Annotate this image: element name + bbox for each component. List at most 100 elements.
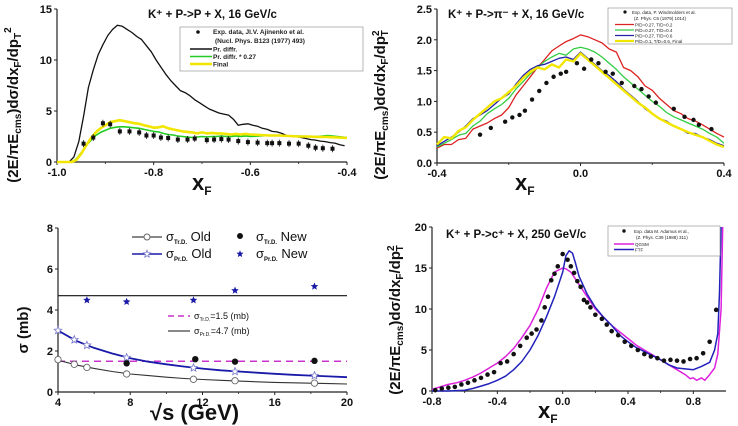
data-point xyxy=(655,355,660,361)
legend-marker-points xyxy=(622,229,626,233)
filled-star-point xyxy=(231,286,239,294)
data-point xyxy=(584,300,590,305)
data-point xyxy=(588,305,593,310)
series-line xyxy=(436,51,725,147)
data-point xyxy=(491,369,497,375)
data-point xyxy=(694,355,699,361)
panel4-x-axis-label: xF xyxy=(538,398,558,426)
open-circle-point xyxy=(70,360,78,368)
legend-label: P/D=0.1, T/D=0.6, Final xyxy=(635,39,682,44)
legend-label: QGSM xyxy=(635,242,649,247)
data-point xyxy=(542,305,547,310)
data-point xyxy=(615,332,621,338)
y-tick-label: 6 xyxy=(47,264,53,276)
legend-label: Exp. data M. Adamus et al., xyxy=(634,229,689,234)
data-point xyxy=(529,97,535,102)
legend-filled-circle xyxy=(237,233,243,239)
legend: Exp. data M. Adamus et al.,(Z. Phys. C39… xyxy=(607,225,721,257)
open-circle-point xyxy=(231,377,239,385)
x-tick-label: 0.0 xyxy=(555,396,570,408)
panel2-y-axis-label: (2E/πEcms)dσ/dxF/dp2T xyxy=(371,30,391,180)
data-point xyxy=(681,359,686,364)
data-point xyxy=(510,115,515,120)
filled-star-point xyxy=(189,296,198,304)
data-point xyxy=(648,354,654,359)
data-point xyxy=(691,117,696,123)
series-line xyxy=(436,34,725,149)
legend-label: Pr. diffr. xyxy=(213,47,237,54)
y-tick-label: 15 xyxy=(415,263,427,275)
data-point xyxy=(581,297,587,303)
data-point xyxy=(687,356,693,362)
open-star-point xyxy=(82,340,92,350)
data-point xyxy=(511,351,516,357)
y-tick-label: 10 xyxy=(415,304,427,316)
x-tick-label: -0.4 xyxy=(338,167,358,179)
open-circle-point xyxy=(122,370,131,378)
x-tick-label: 0.0 xyxy=(573,168,588,180)
data-point xyxy=(548,278,554,283)
legend-open-star xyxy=(142,249,152,258)
legend-label: P/D=0.27, T/D=0.6 xyxy=(635,33,673,38)
open-star-point xyxy=(53,325,63,335)
data-point xyxy=(599,316,605,322)
panel-p-to-cplus: K⁺ + P->c⁺ + X, 250 GeV/c (2E/πEcms)dσ/d… xyxy=(386,222,726,426)
data-point xyxy=(603,69,608,75)
legend-marker-points xyxy=(196,30,200,34)
data-point xyxy=(574,61,580,66)
data-point xyxy=(488,125,494,131)
y-tick-label: 0.0 xyxy=(417,158,432,170)
legend-filled-star xyxy=(236,250,244,258)
data-point xyxy=(709,126,714,132)
data-point xyxy=(537,88,542,94)
x-tick-label: -1.0 xyxy=(48,167,67,179)
data-point xyxy=(682,114,687,120)
data-point xyxy=(653,100,659,105)
data-point xyxy=(713,307,719,313)
data-point xyxy=(628,343,634,349)
data-point xyxy=(558,71,563,76)
data-point xyxy=(635,347,641,353)
filled-circle-point xyxy=(231,358,239,365)
data-point xyxy=(639,86,644,92)
data-point xyxy=(555,264,561,269)
x-tick-label: -0.6 xyxy=(241,167,260,179)
open-circle-point xyxy=(54,355,62,364)
legend-label: Pr. diffr. * 0.27 xyxy=(213,54,256,61)
data-point xyxy=(432,387,438,393)
data-point xyxy=(568,264,574,269)
data-point xyxy=(632,83,637,89)
y-tick-label: 4 xyxy=(47,305,54,317)
y-tick-label: 0 xyxy=(421,386,427,398)
data-point xyxy=(589,57,594,62)
legend-label: σPr.D. New xyxy=(256,246,308,263)
panel1-y-axis-label: (2E/πEcms)dσ/dxF/dpT2 xyxy=(3,27,24,183)
x-tick-label: -0.8 xyxy=(423,396,442,408)
y-tick-label: 20 xyxy=(415,222,427,234)
x-tick-label: 0.8 xyxy=(686,396,701,408)
legend-box xyxy=(607,7,733,45)
panel4-y-axis-label: (2E/πEcms)dσ/dxF/dp2T xyxy=(386,245,406,395)
data-point xyxy=(565,257,570,263)
data-point xyxy=(477,132,483,137)
data-point xyxy=(619,80,624,86)
legend: Exp. data, Jl.V. Ajinenko et al. (Nucl. P… xyxy=(179,26,364,72)
data-point xyxy=(472,378,477,383)
legend-label: P/D=0.27, T/D=0.4 xyxy=(635,28,673,33)
legend-box xyxy=(607,225,721,257)
data-point xyxy=(529,331,534,336)
panel4-title: K⁺ + P->c⁺ + X, 250 GeV/c xyxy=(446,229,587,241)
data-point xyxy=(504,359,510,364)
x-tick-label: 0.4 xyxy=(716,168,732,180)
legend-label: P/D=0.27, T/D=0.2 xyxy=(635,22,673,27)
data-point xyxy=(517,343,523,349)
legend-label-2: (Z. Phys. C6 (1979) 1014) xyxy=(634,16,687,21)
data-point xyxy=(604,322,610,327)
data-point xyxy=(502,119,508,124)
data-point xyxy=(581,66,587,71)
panel2-x-axis-label: xF xyxy=(515,170,535,198)
open-star-point xyxy=(230,366,240,376)
data-point xyxy=(524,335,530,341)
